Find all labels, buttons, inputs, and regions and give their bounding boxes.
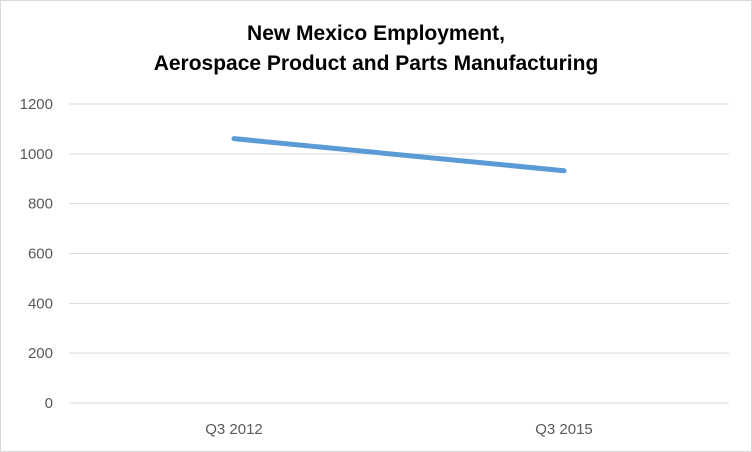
x-tick-label: Q3 2015 bbox=[535, 421, 593, 438]
y-tick-label: 200 bbox=[28, 345, 53, 362]
y-tick-label: 1200 bbox=[20, 96, 53, 113]
y-axis-ticks: 0 200 400 600 800 1000 1200 bbox=[20, 96, 53, 412]
x-axis-ticks: Q3 2012 Q3 2015 bbox=[205, 421, 593, 438]
series-line-0 bbox=[231, 136, 567, 174]
y-tick-label: 600 bbox=[28, 246, 53, 263]
chart-title-line-1: New Mexico Employment, bbox=[247, 22, 505, 45]
chart-title-line-2: Aerospace Product and Parts Manufacturin… bbox=[153, 52, 599, 75]
y-tick-label: 0 bbox=[45, 395, 53, 412]
y-tick-label: 800 bbox=[28, 196, 53, 213]
chart-title: New Mexico Employment, Aerospace Product… bbox=[1, 19, 751, 79]
gridlines bbox=[69, 103, 729, 404]
y-tick-label: 1000 bbox=[20, 146, 53, 163]
x-tick-label: Q3 2012 bbox=[205, 421, 263, 438]
series-lines bbox=[231, 136, 567, 174]
y-tick-label: 400 bbox=[28, 295, 53, 312]
